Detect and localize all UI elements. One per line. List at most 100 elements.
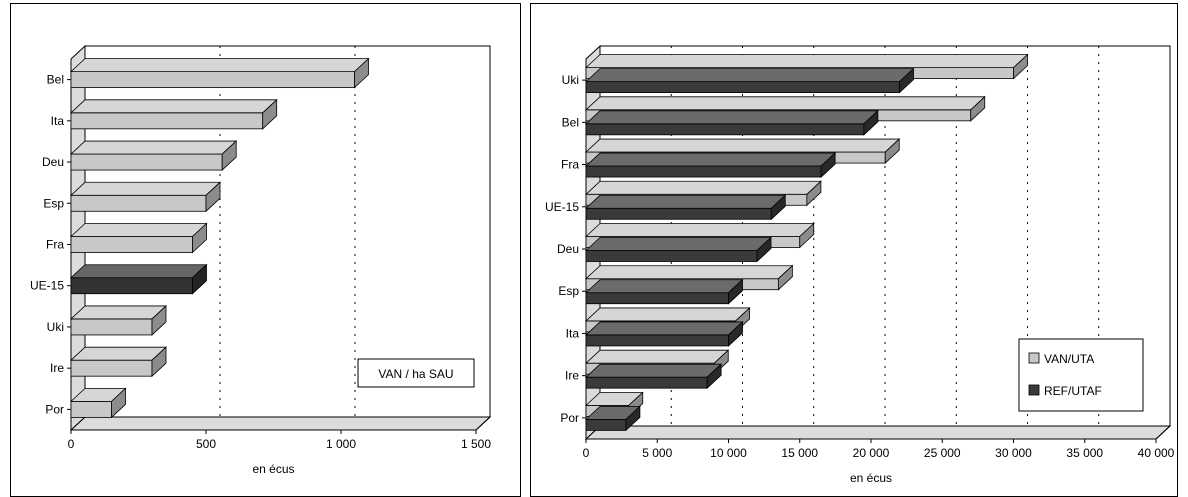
bar-top-bel-van-uta [584,96,986,111]
category-label-fra: Fra [46,238,64,252]
category-label-deu: Deu [42,155,64,169]
bar-por-value [70,400,112,418]
bar-top-ita-van-uta [584,307,751,322]
legend-label-van-uta: VAN/UTA [1044,352,1094,366]
bar-end-ue-15-ref-utaf [770,194,786,221]
plot-floor [69,416,492,431]
category-label-uki: Uki [562,73,579,87]
bar-end-fra-value [192,222,207,254]
x-tick-label-5: 25 000 [924,446,961,460]
bar-deu-value [70,153,223,171]
bar-ita-value [70,112,264,130]
legend-frame [1018,338,1144,412]
bar-fra-value [70,236,193,253]
bar-ue-15-ref-utaf [585,207,772,220]
bar-ita-ref-utaf [585,334,729,347]
bar-top-ue-15-van-uta [584,180,822,195]
legend-swatch-van-uta [1028,352,1040,364]
bar-ire-value [70,359,153,377]
bar-end-por-ref-utaf [625,405,641,432]
bar-uki-value [70,318,153,336]
bar-end-deu-van-uta [799,222,815,249]
x-tick-label-7: 35 000 [1066,446,1103,460]
x-tick-label-1: 5 000 [642,446,672,460]
bar-top-deu-van-uta [584,223,815,237]
bar-top-uki-ref-utaf [584,68,915,83]
bar-end-esp-value [205,181,221,213]
x-tick-label-2: 10 000 [710,446,747,460]
annotation-box: VAN / ha SAU [357,358,475,388]
bar-top-ue-15-ref-utaf [584,194,787,209]
category-label-bel: Bel [562,115,579,129]
bar-top-ire-van-uta [584,349,730,364]
chart-van-ha-sau: 0 500 1 000 1 500 en écus Bel Ita Deu Esp Fra UE-1… [30,44,492,476]
bar-top-ita-ref-utaf [584,321,744,336]
category-label-ita: Ita [51,114,65,128]
legend-swatch-ref-utaf [1028,384,1040,396]
bar-bel-ref-utaf [585,123,865,136]
bar-top-esp-value [69,181,222,196]
plot-floor [584,425,1172,440]
bar-end-ue-15-van-uta [806,180,822,207]
bar-top-ire-ref-utaf [584,363,723,378]
bar-top-deu-ref-utaf [584,237,773,251]
x-axis-title: en écus [850,471,892,485]
bar-end-bel-van-uta [970,95,986,122]
bar-uki-ref-utaf [585,81,900,94]
category-label-por: Por [560,411,579,425]
x-tick-label-8: 40 000 [1138,446,1175,460]
bar-end-bel-value [354,57,369,89]
bar-end-ue-15-value [192,263,207,295]
chart-van-uta-ref-utaf: 0 5 000 10 000 15 000 20 000 25 000 30 000 35 0… [545,44,1175,485]
bar-ue-15-value [70,277,193,295]
bar-end-uki-value [151,305,167,336]
annotation-frame [357,358,475,388]
bar-top-fra-ref-utaf [584,152,837,167]
category-label-ita: Ita [566,326,580,340]
bar-top-uki-van-uta [584,54,1029,69]
bar-end-ita-ref-utaf [728,321,743,347]
x-tick-label-2: 1 000 [326,437,356,451]
bar-fra-ref-utaf [585,165,822,178]
bar-top-bel-ref-utaf [584,110,879,125]
legend: VAN/UTA REF/UTAF [1018,338,1144,412]
bar-bel-value [70,71,355,89]
bar-top-bel-value [69,58,370,73]
chart-panel-van-ha-sau: 0 500 1 000 1 500 en écus Bel Ita Deu Esp Fra UE-1… [10,3,521,497]
category-label-ue-15: UE-15 [545,200,579,214]
annotation-label: VAN / ha SAU [378,367,453,381]
bar-end-bel-ref-utaf [863,109,879,136]
x-tick-label-1: 500 [196,437,216,451]
category-label-fra: Fra [561,158,579,172]
x-tick-label-0: 0 [583,446,590,460]
bar-ire-ref-utaf [585,376,708,389]
bar-end-fra-van-uta [884,138,900,164]
bar-end-uki-van-uta [1013,53,1028,80]
bar-end-ita-value [262,98,278,130]
bar-end-esp-van-uta [777,264,793,291]
category-label-esp: Esp [43,196,64,210]
bar-end-deu-ref-utaf [756,236,772,263]
bar-end-fra-ref-utaf [820,152,836,178]
bar-esp-value [70,194,207,212]
bar-end-ire-value [151,346,167,378]
bar-top-esp-van-uta [584,265,794,280]
category-label-esp: Esp [558,284,579,298]
x-axis-title: en écus [252,462,294,476]
bar-top-ire-value [69,346,168,361]
bar-top-esp-ref-utaf [584,279,744,294]
x-tick-label-0: 0 [68,437,75,451]
bar-esp-ref-utaf [585,292,729,305]
x-tick-label-4: 20 000 [853,446,890,460]
bar-end-esp-ref-utaf [728,278,743,305]
x-tick-label-6: 30 000 [995,446,1032,460]
category-label-deu: Deu [557,242,579,256]
bar-por-ref-utaf [585,418,627,431]
bar-end-ire-ref-utaf [706,363,722,390]
category-label-por: Por [45,402,64,416]
bar-top-ita-value [69,99,278,114]
category-label-ire: Ire [565,369,579,383]
category-label-bel: Bel [47,73,64,87]
bar-top-fra-van-uta [584,138,901,153]
bar-top-fra-value [69,223,208,237]
